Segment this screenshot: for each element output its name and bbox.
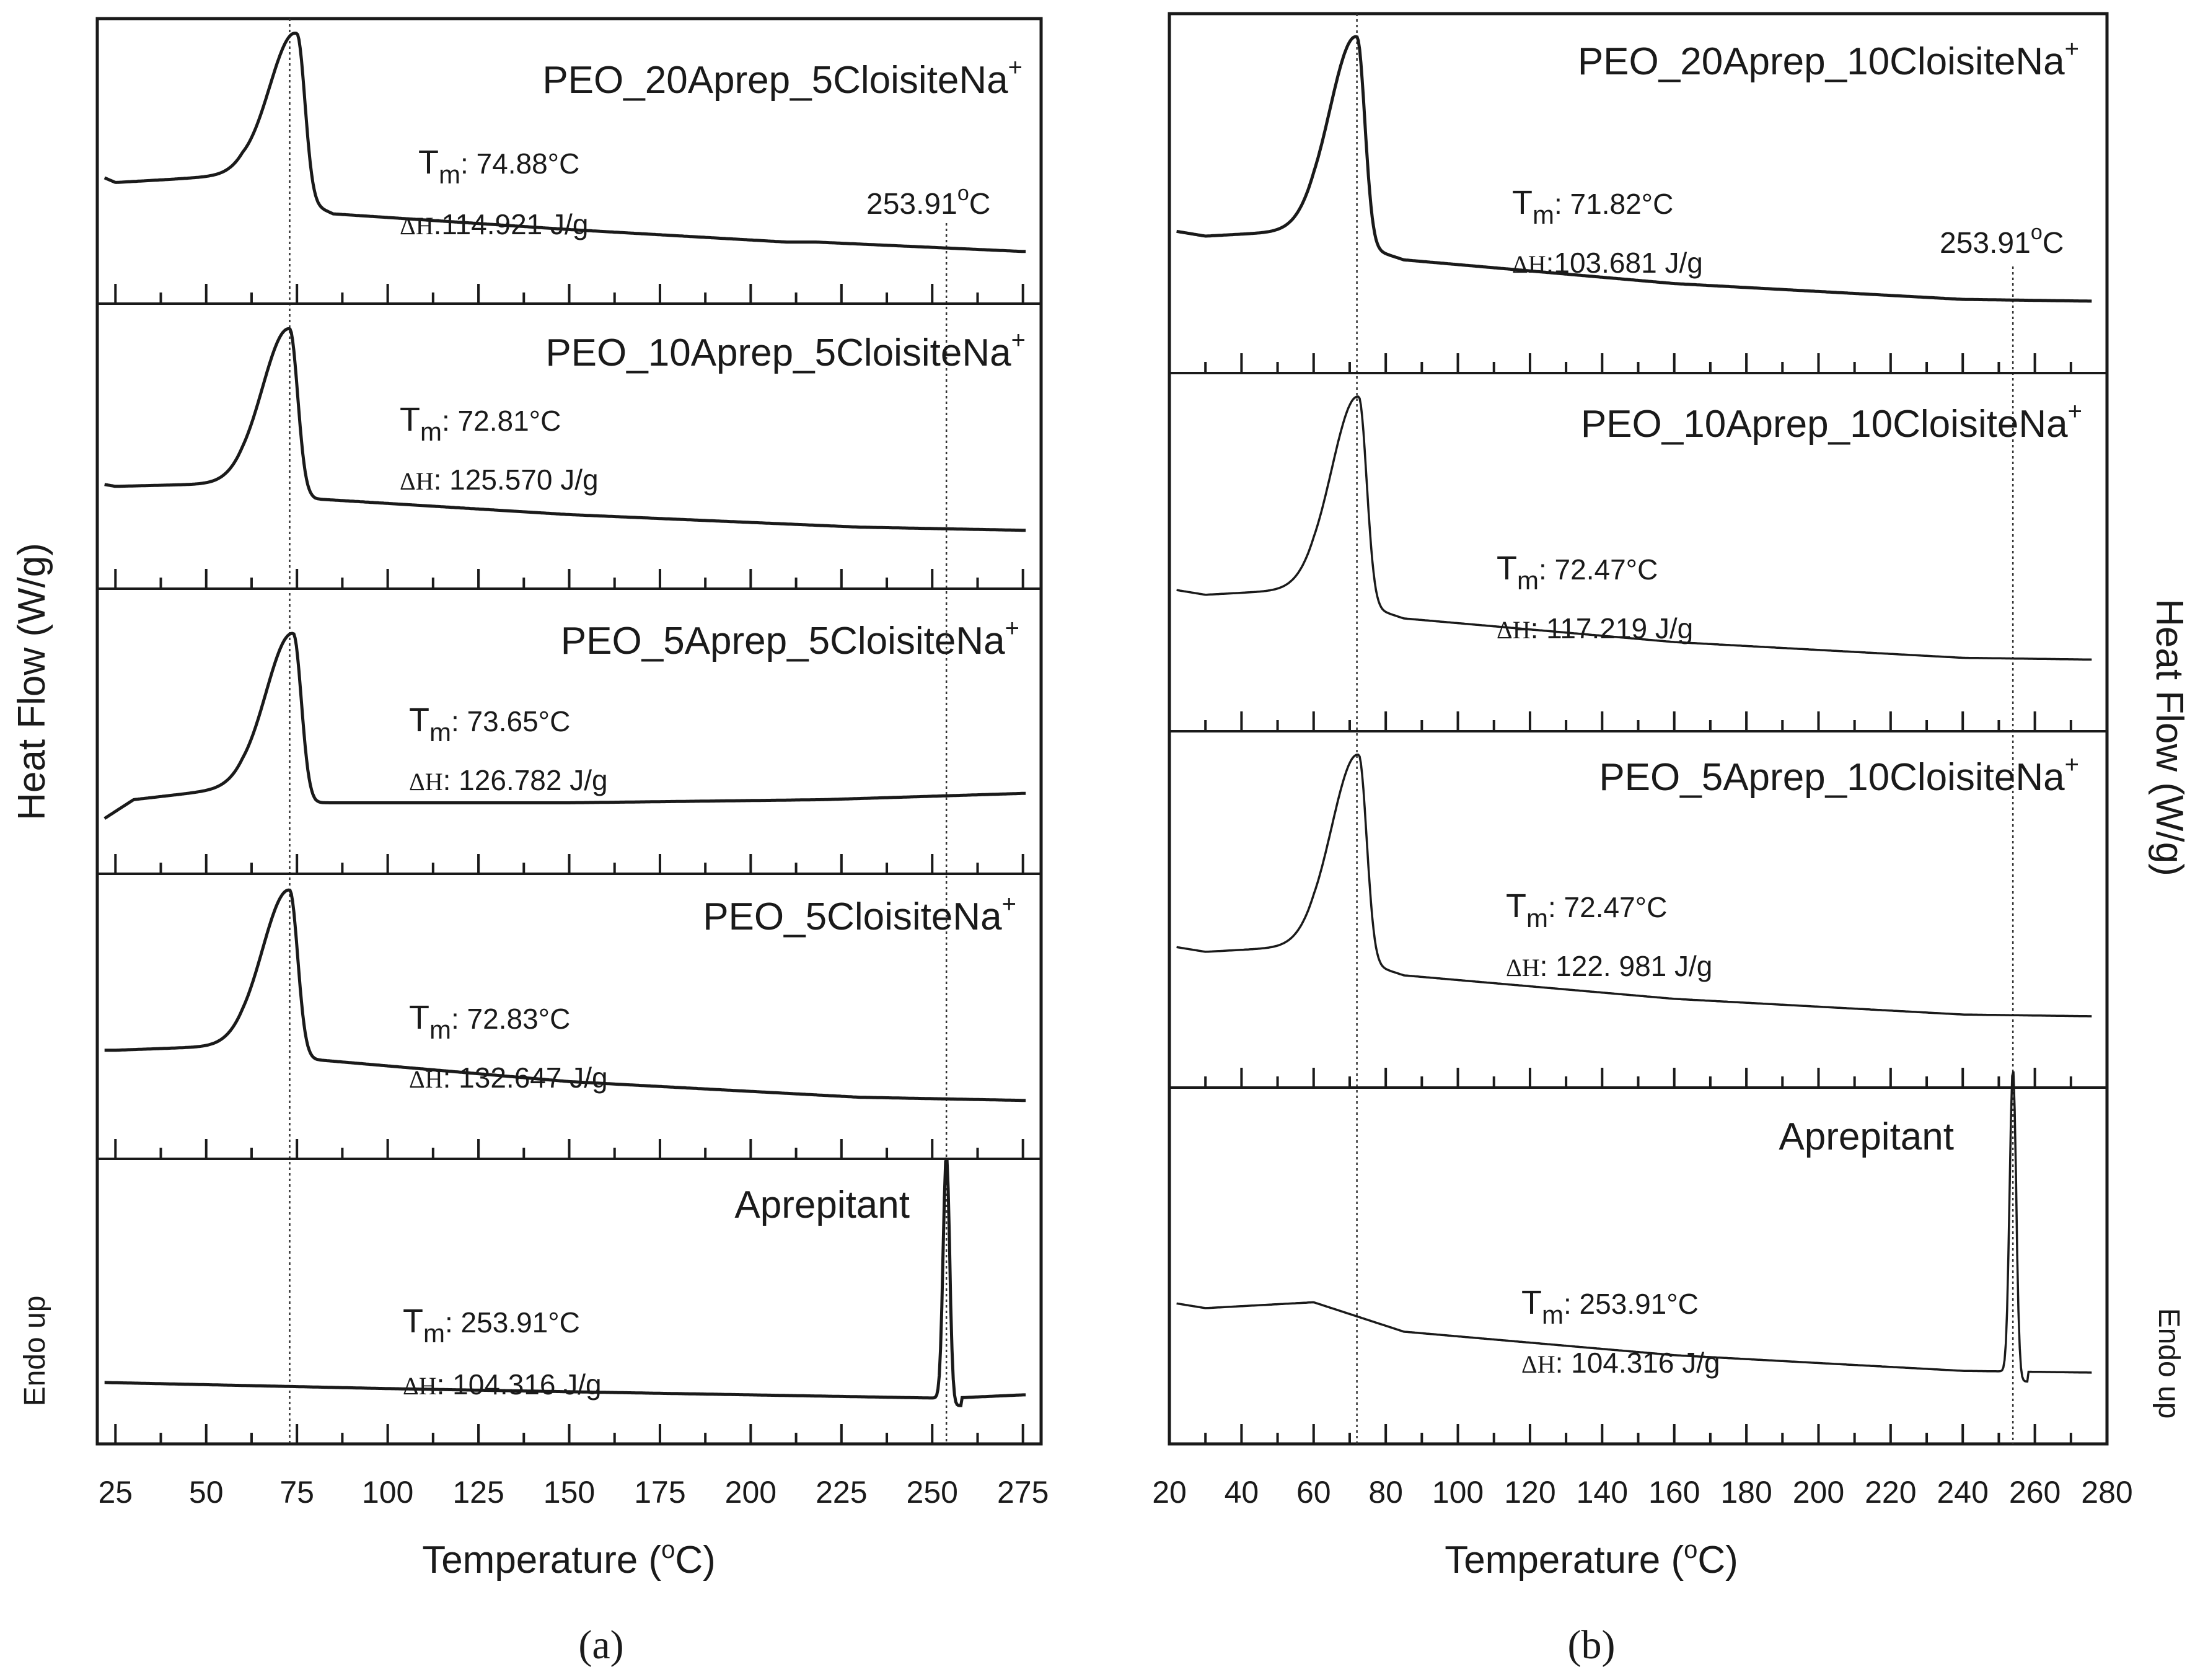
tm-label-a-0: Tm: 74.88°C: [418, 144, 579, 189]
x-tick-label-a-6: 175: [634, 1475, 685, 1510]
panel-b-endo-label: Endo up: [2152, 1308, 2185, 1419]
panel-a-endo-label: Endo up: [19, 1296, 51, 1407]
series-title-a-4: Aprepitant: [734, 1184, 910, 1226]
x-tick-label-a-2: 75: [279, 1475, 314, 1510]
x-tick-label-b-13: 280: [2081, 1475, 2132, 1510]
dh-label-a-3: ΔH: 132.647 J/g: [409, 1062, 608, 1094]
series-title-a-0: PEO_20Aprep_5CloisiteNa+: [542, 54, 1023, 102]
dh-label-a-1: ΔH: 125.570 J/g: [400, 464, 599, 496]
plot-layer: PEO_20Aprep_5CloisiteNa+ Tm: 74.88°C ΔH:11…: [95, 12, 2133, 1510]
panel-a-caption: (a): [578, 1622, 623, 1668]
x-tick-label-a-1: 50: [189, 1475, 224, 1510]
x-tick-label-b-4: 100: [1432, 1475, 1484, 1510]
tm-label-b-0: Tm: 71.82°C: [1512, 184, 1673, 229]
dsc-curve-a-4: [104, 1157, 1026, 1407]
dh-label-a-2: ΔH: 126.782 J/g: [409, 764, 608, 796]
x-tick-label-a-10: 275: [997, 1475, 1049, 1510]
panel-b-ref-temp-label: 253.91oC: [1940, 221, 2064, 260]
panel-b-caption: (b): [1568, 1622, 1616, 1668]
x-tick-label-b-10: 220: [1865, 1475, 1916, 1510]
x-tick-label-b-7: 160: [1648, 1475, 1700, 1510]
dh-label-b-2: ΔH: 122. 981 J/g: [1506, 950, 1712, 982]
panel-a-xlabel: Temperature (oC): [422, 1536, 716, 1581]
x-tick-label-b-0: 20: [1152, 1475, 1187, 1510]
tm-label-a-2: Tm: 73.65°C: [409, 701, 570, 747]
dsc-curve-a-0: [103, 31, 1026, 253]
x-tick-label-a-3: 100: [362, 1475, 413, 1510]
series-title-b-1: PEO_10Aprep_10CloisiteNa+: [1581, 398, 2082, 446]
dsc-curve-a-1: [104, 327, 1026, 532]
panel-a-ref-temp-label: 253.91oC: [866, 182, 990, 221]
x-tick-label-a-9: 250: [907, 1475, 958, 1510]
x-tick-label-a-4: 125: [452, 1475, 504, 1510]
dsc-curve-b-0: [1176, 35, 2092, 303]
x-tick-label-b-8: 180: [1720, 1475, 1772, 1510]
tm-label-b-3: Tm: 253.91°C: [1521, 1284, 1699, 1329]
dsc-curve-b-3: [1176, 1071, 2092, 1383]
tm-label-a-4: Tm: 253.91°C: [403, 1303, 580, 1348]
x-tick-label-b-3: 80: [1368, 1475, 1403, 1510]
dh-label-a-0: ΔH:114.921 J/g: [400, 208, 588, 240]
series-title-b-0: PEO_20Aprep_10CloisiteNa+: [1578, 35, 2079, 83]
x-tick-label-b-5: 120: [1504, 1475, 1555, 1510]
panel-b-xlabel: Temperature (oC): [1445, 1536, 1738, 1581]
x-tick-label-b-11: 240: [1937, 1475, 1989, 1510]
dsc-curve-a-3: [104, 888, 1026, 1102]
x-tick-label-b-6: 140: [1577, 1475, 1628, 1510]
series-title-a-2: PEO_5Aprep_5CloisiteNa+: [561, 615, 1019, 662]
dh-label-b-1: ΔH: 117.219 J/g: [1497, 612, 1693, 644]
x-tick-label-a-0: 25: [98, 1475, 133, 1510]
dsc-curve-b-2: [1176, 754, 2092, 1018]
tm-label-a-1: Tm: 72.81°C: [400, 401, 561, 446]
series-title-a-3: PEO_5CloisiteNa+: [703, 891, 1016, 938]
dsc-curve-b-1: [1176, 395, 2092, 661]
x-tick-label-b-2: 60: [1296, 1475, 1331, 1510]
x-tick-label-b-9: 200: [1793, 1475, 1844, 1510]
x-tick-label-b-1: 40: [1225, 1475, 1259, 1510]
panel-a-ylabel: Heat Flow (W/g): [11, 543, 53, 820]
x-tick-label-a-7: 200: [725, 1475, 776, 1510]
x-tick-label-a-8: 225: [816, 1475, 867, 1510]
dh-label-b-3: ΔH: 104.316 J/g: [1521, 1347, 1720, 1379]
tm-label-b-2: Tm: 72.47°C: [1506, 887, 1667, 933]
dh-label-b-0: ΔH:103.681 J/g: [1512, 247, 1703, 279]
series-title-a-1: PEO_10Aprep_5CloisiteNa+: [545, 327, 1026, 374]
x-tick-label-b-12: 260: [2009, 1475, 2061, 1510]
tm-label-a-3: Tm: 72.83°C: [409, 999, 570, 1044]
dh-label-a-4: ΔH: 104.316 J/g: [403, 1368, 602, 1401]
panel-b-ylabel: Heat Flow (W/g): [2148, 599, 2191, 876]
series-title-b-2: PEO_5Aprep_10CloisiteNa+: [1599, 751, 2079, 799]
x-tick-label-a-5: 150: [543, 1475, 595, 1510]
series-title-b-3: Aprepitant: [1779, 1115, 1954, 1158]
dsc-curve-a-2: [103, 631, 1026, 820]
tm-label-b-1: Tm: 72.47°C: [1497, 550, 1658, 595]
